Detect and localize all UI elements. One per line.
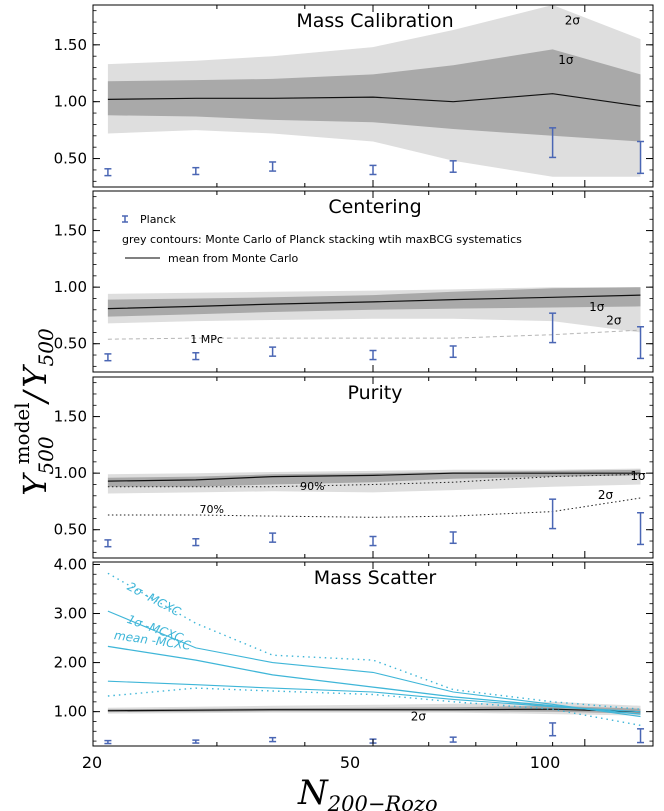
planck-point	[449, 736, 457, 743]
y-axis-label-superscript: model	[10, 402, 34, 464]
y-tick-label: 2.00	[54, 654, 87, 672]
annotation-label: 1σ	[589, 300, 605, 314]
mcxc-2sigma-lower	[107, 687, 641, 727]
annotation-label: 2σ	[598, 488, 614, 502]
planck-point	[192, 352, 200, 361]
legend-planck-label: Planck	[140, 213, 176, 226]
band-1sigma	[107, 49, 641, 142]
y-tick-label: 3.00	[54, 605, 87, 623]
planck-point	[192, 166, 200, 176]
svg-text:N200−Rozo: N200−Rozo	[297, 773, 438, 811]
y-tick-label: 1.50	[54, 36, 87, 54]
planck-point	[369, 164, 377, 176]
band-1sigma	[107, 469, 641, 487]
panel-frame	[92, 561, 654, 747]
planck-point	[549, 722, 557, 737]
y-tick-label: 0.50	[54, 150, 87, 168]
legend: Planck grey contours: Monte Carlo of Plan…	[122, 213, 522, 265]
panel-frame	[92, 376, 654, 559]
mcxc-mean-line	[107, 645, 641, 715]
mcxc-1sigma-lower	[107, 680, 641, 713]
planck-point	[637, 512, 645, 546]
planck-point	[369, 535, 377, 547]
x-axis-label-subscript: 200−Rozo	[327, 792, 438, 811]
y-tick-label: 4.00	[54, 555, 87, 573]
panel-title: Mass Calibration	[296, 10, 453, 32]
y-tick-label: 1.00	[54, 464, 87, 482]
plot-area	[107, 287, 641, 340]
panel-frame	[92, 190, 654, 373]
y-axis-label-denominator: Y	[16, 364, 54, 388]
planck-point	[269, 161, 277, 172]
annotation-label: 2σ	[411, 709, 427, 723]
planck-point	[449, 531, 457, 545]
y-tick-label: 1.50	[54, 408, 87, 426]
x-tick-label-100: 100	[530, 753, 561, 772]
legend-contours-label: grey contours: Monte Carlo of Planck sta…	[122, 233, 522, 246]
y-axis-label-denominator-subscript: 500	[34, 328, 58, 366]
panel-title: Purity	[348, 382, 403, 404]
y-tick-label: 1.00	[54, 703, 87, 721]
y-tick-label: 1.50	[54, 222, 87, 240]
purity-70-label: 70%	[200, 503, 224, 516]
planck-point	[269, 346, 277, 357]
legend-mean-label: mean from Monte Carlo	[168, 252, 299, 265]
planck-point	[192, 538, 200, 547]
y-axis-label: Y500model/Y500	[10, 328, 58, 496]
panel-title: Mass Scatter	[314, 567, 437, 589]
plot-area	[107, 5, 641, 177]
y-axis-label-slash: /	[16, 388, 54, 405]
one-mpc-line	[107, 329, 641, 340]
planck-point	[637, 326, 645, 360]
purity-90-label: 90%	[300, 480, 324, 493]
mean-line	[107, 294, 641, 310]
y-axis-label-subscript: 500	[34, 436, 58, 474]
annotation-label: 2σ	[606, 313, 622, 327]
x-axis-label-main: N	[297, 773, 329, 811]
panel-title: Centering	[328, 196, 421, 218]
x-tick-label-50: 50	[340, 753, 360, 772]
purity-curve-0	[107, 473, 641, 488]
y-tick-label: 1.00	[54, 278, 87, 296]
planck-point	[104, 168, 112, 177]
planck-point	[549, 498, 557, 530]
planck-point	[104, 539, 112, 548]
annotation-label: 2σ	[565, 13, 581, 27]
annotation-label: 1σ	[558, 53, 574, 67]
planck-point	[637, 140, 645, 175]
mean-line	[107, 472, 641, 482]
planck-point	[449, 345, 457, 359]
x-tick-label-20: 20	[82, 753, 102, 772]
mcxc-1sigma-upper	[107, 610, 641, 718]
plot-area	[107, 468, 641, 518]
y-axis-label-main: Y	[16, 472, 54, 496]
purity-curve-1	[107, 497, 641, 518]
planck-point	[549, 127, 557, 159]
annotation-label: 1σ	[630, 469, 646, 483]
planck-point	[104, 353, 112, 362]
planck-point	[369, 349, 377, 361]
panel-0: 0.50 1.00 1.50 Mass Calibration 2σ 1σ	[54, 4, 654, 188]
x-axis-label: N200−Rozo	[297, 773, 438, 811]
y-tick-label: 1.00	[54, 93, 87, 111]
y-tick-label: 0.50	[54, 335, 87, 353]
planck-point	[192, 739, 200, 744]
planck-point	[269, 532, 277, 543]
mean-line	[107, 93, 641, 107]
svg-text:Y500model/Y500: Y500model/Y500	[10, 328, 58, 496]
y-tick-label: 0.50	[54, 521, 87, 539]
one-mpc-label: 1 MPc	[190, 333, 223, 346]
planck-point	[549, 312, 557, 344]
planck-point	[449, 160, 457, 173]
planck-point	[637, 728, 645, 744]
planck-point	[104, 739, 112, 745]
planck-point	[269, 736, 277, 743]
plot-area	[107, 572, 641, 727]
panel-2: 0.50 1.00 1.50 Purity 1σ 2σ 90% 70%	[54, 376, 654, 559]
